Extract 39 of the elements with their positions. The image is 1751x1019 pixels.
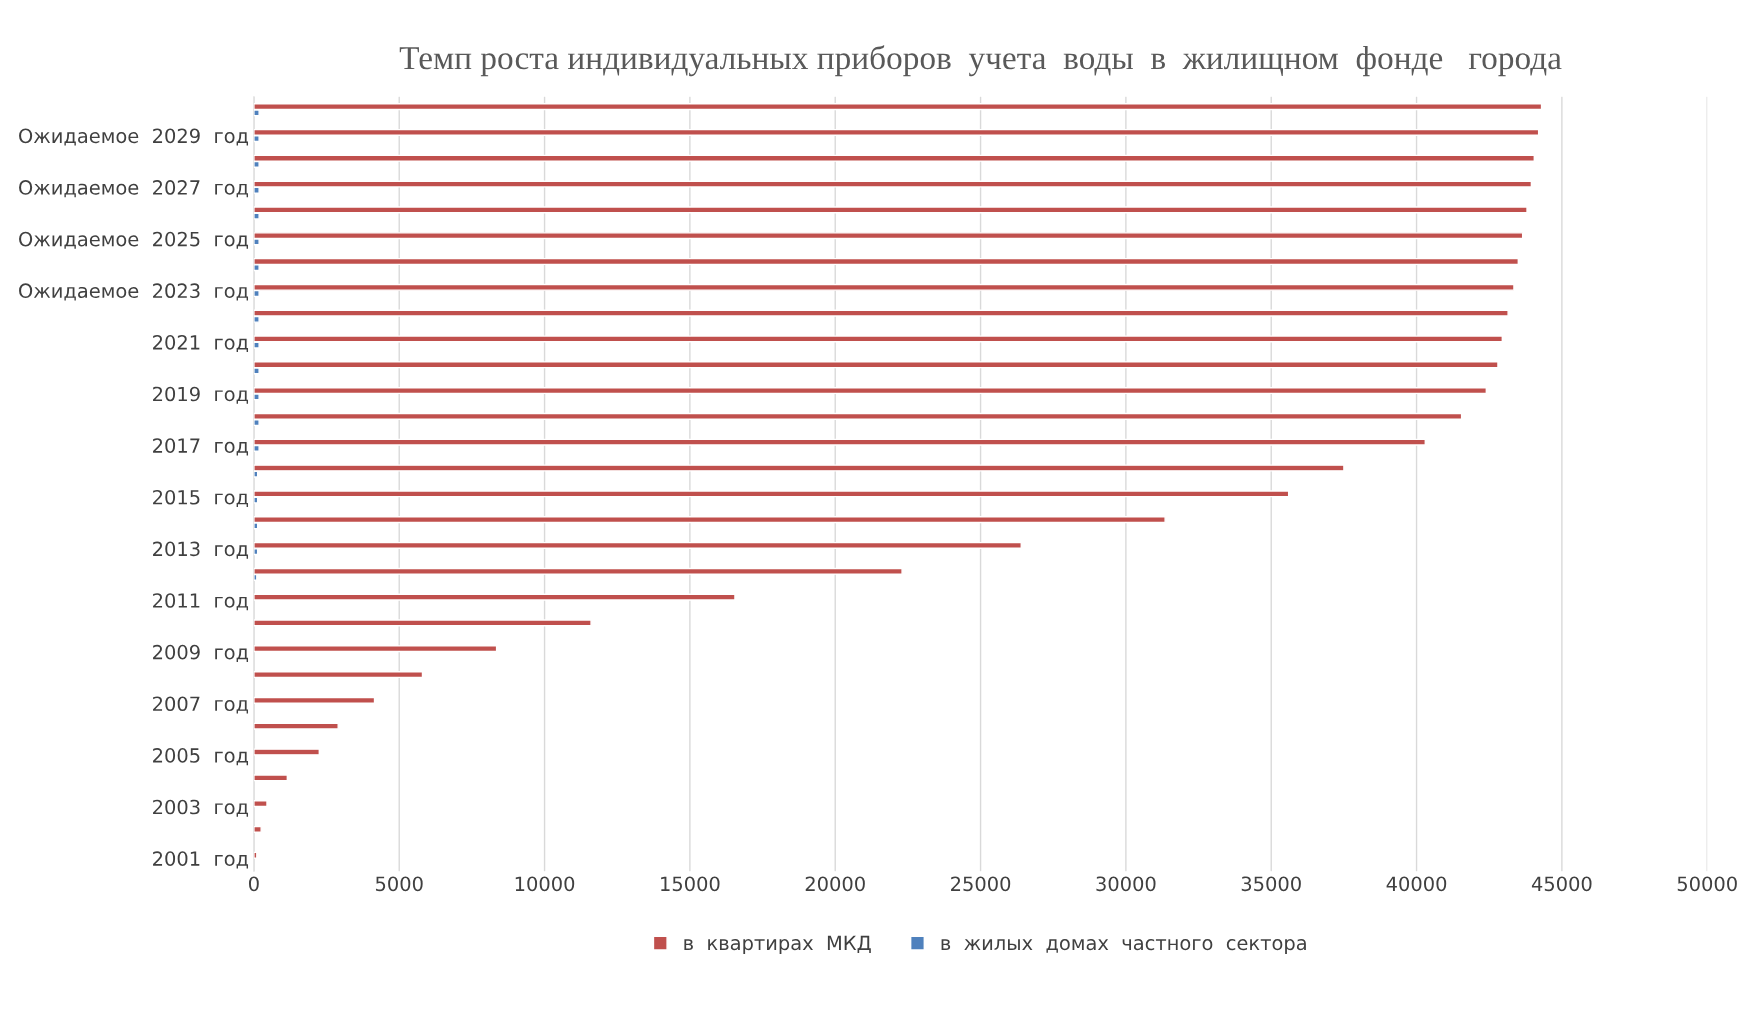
y-tick-label: 2007 год [153,696,249,714]
x-tick-label: 15000 [661,876,720,892]
y-tick-label: 2019 год [153,386,249,404]
legend-label: в квартирах МКД [684,935,871,955]
x-tick-label: 35000 [1241,876,1301,892]
y-tick-label: Ожидаемое 2025 год [19,231,249,249]
bar [253,800,268,808]
y-tick-label: 2009 год [153,644,249,662]
x-tick-label: 0 [248,876,259,892]
bar [253,748,320,756]
y-tick-label: 2021 год [153,335,249,353]
bar [253,825,262,833]
y-tick-label: Ожидаемое 2029 год [19,128,249,146]
x-tick-label: 20000 [805,876,865,892]
y-tick-label: 2005 год [153,748,249,766]
x-tick-label: 45000 [1531,876,1592,892]
x-tick-label: 50000 [1677,876,1737,892]
x-tick-label: 30000 [1096,876,1156,892]
y-tick-label: 2003 год [153,799,249,817]
x-tick-label: 40000 [1386,876,1447,892]
y-tick-label: Ожидаемое 2027 год [19,180,249,198]
bar [253,671,424,679]
x-tick-label: 10000 [515,876,575,892]
bar [253,722,339,730]
chart-title: Темп роста индивидуальных приборов учета воды в жилищном фонде города [399,45,1562,77]
bar [253,645,498,653]
legend-label: в жилых домах частного сектора [941,939,1306,955]
bar [253,593,736,601]
x-tick-label: 25000 [951,876,1011,892]
x-tick-label: 5000 [375,876,423,892]
bar [253,696,376,704]
y-tick-label: 2017 год [153,438,249,456]
y-tick-label: Ожидаемое 2023 год [19,283,249,301]
bar [253,774,289,782]
y-tick-label: 2001 год [153,851,249,869]
y-tick-label: 2015 год [153,489,249,508]
y-tick-label: 2013 год [153,541,249,559]
bar [253,619,592,627]
y-tick-label: 2011 год [153,593,249,611]
